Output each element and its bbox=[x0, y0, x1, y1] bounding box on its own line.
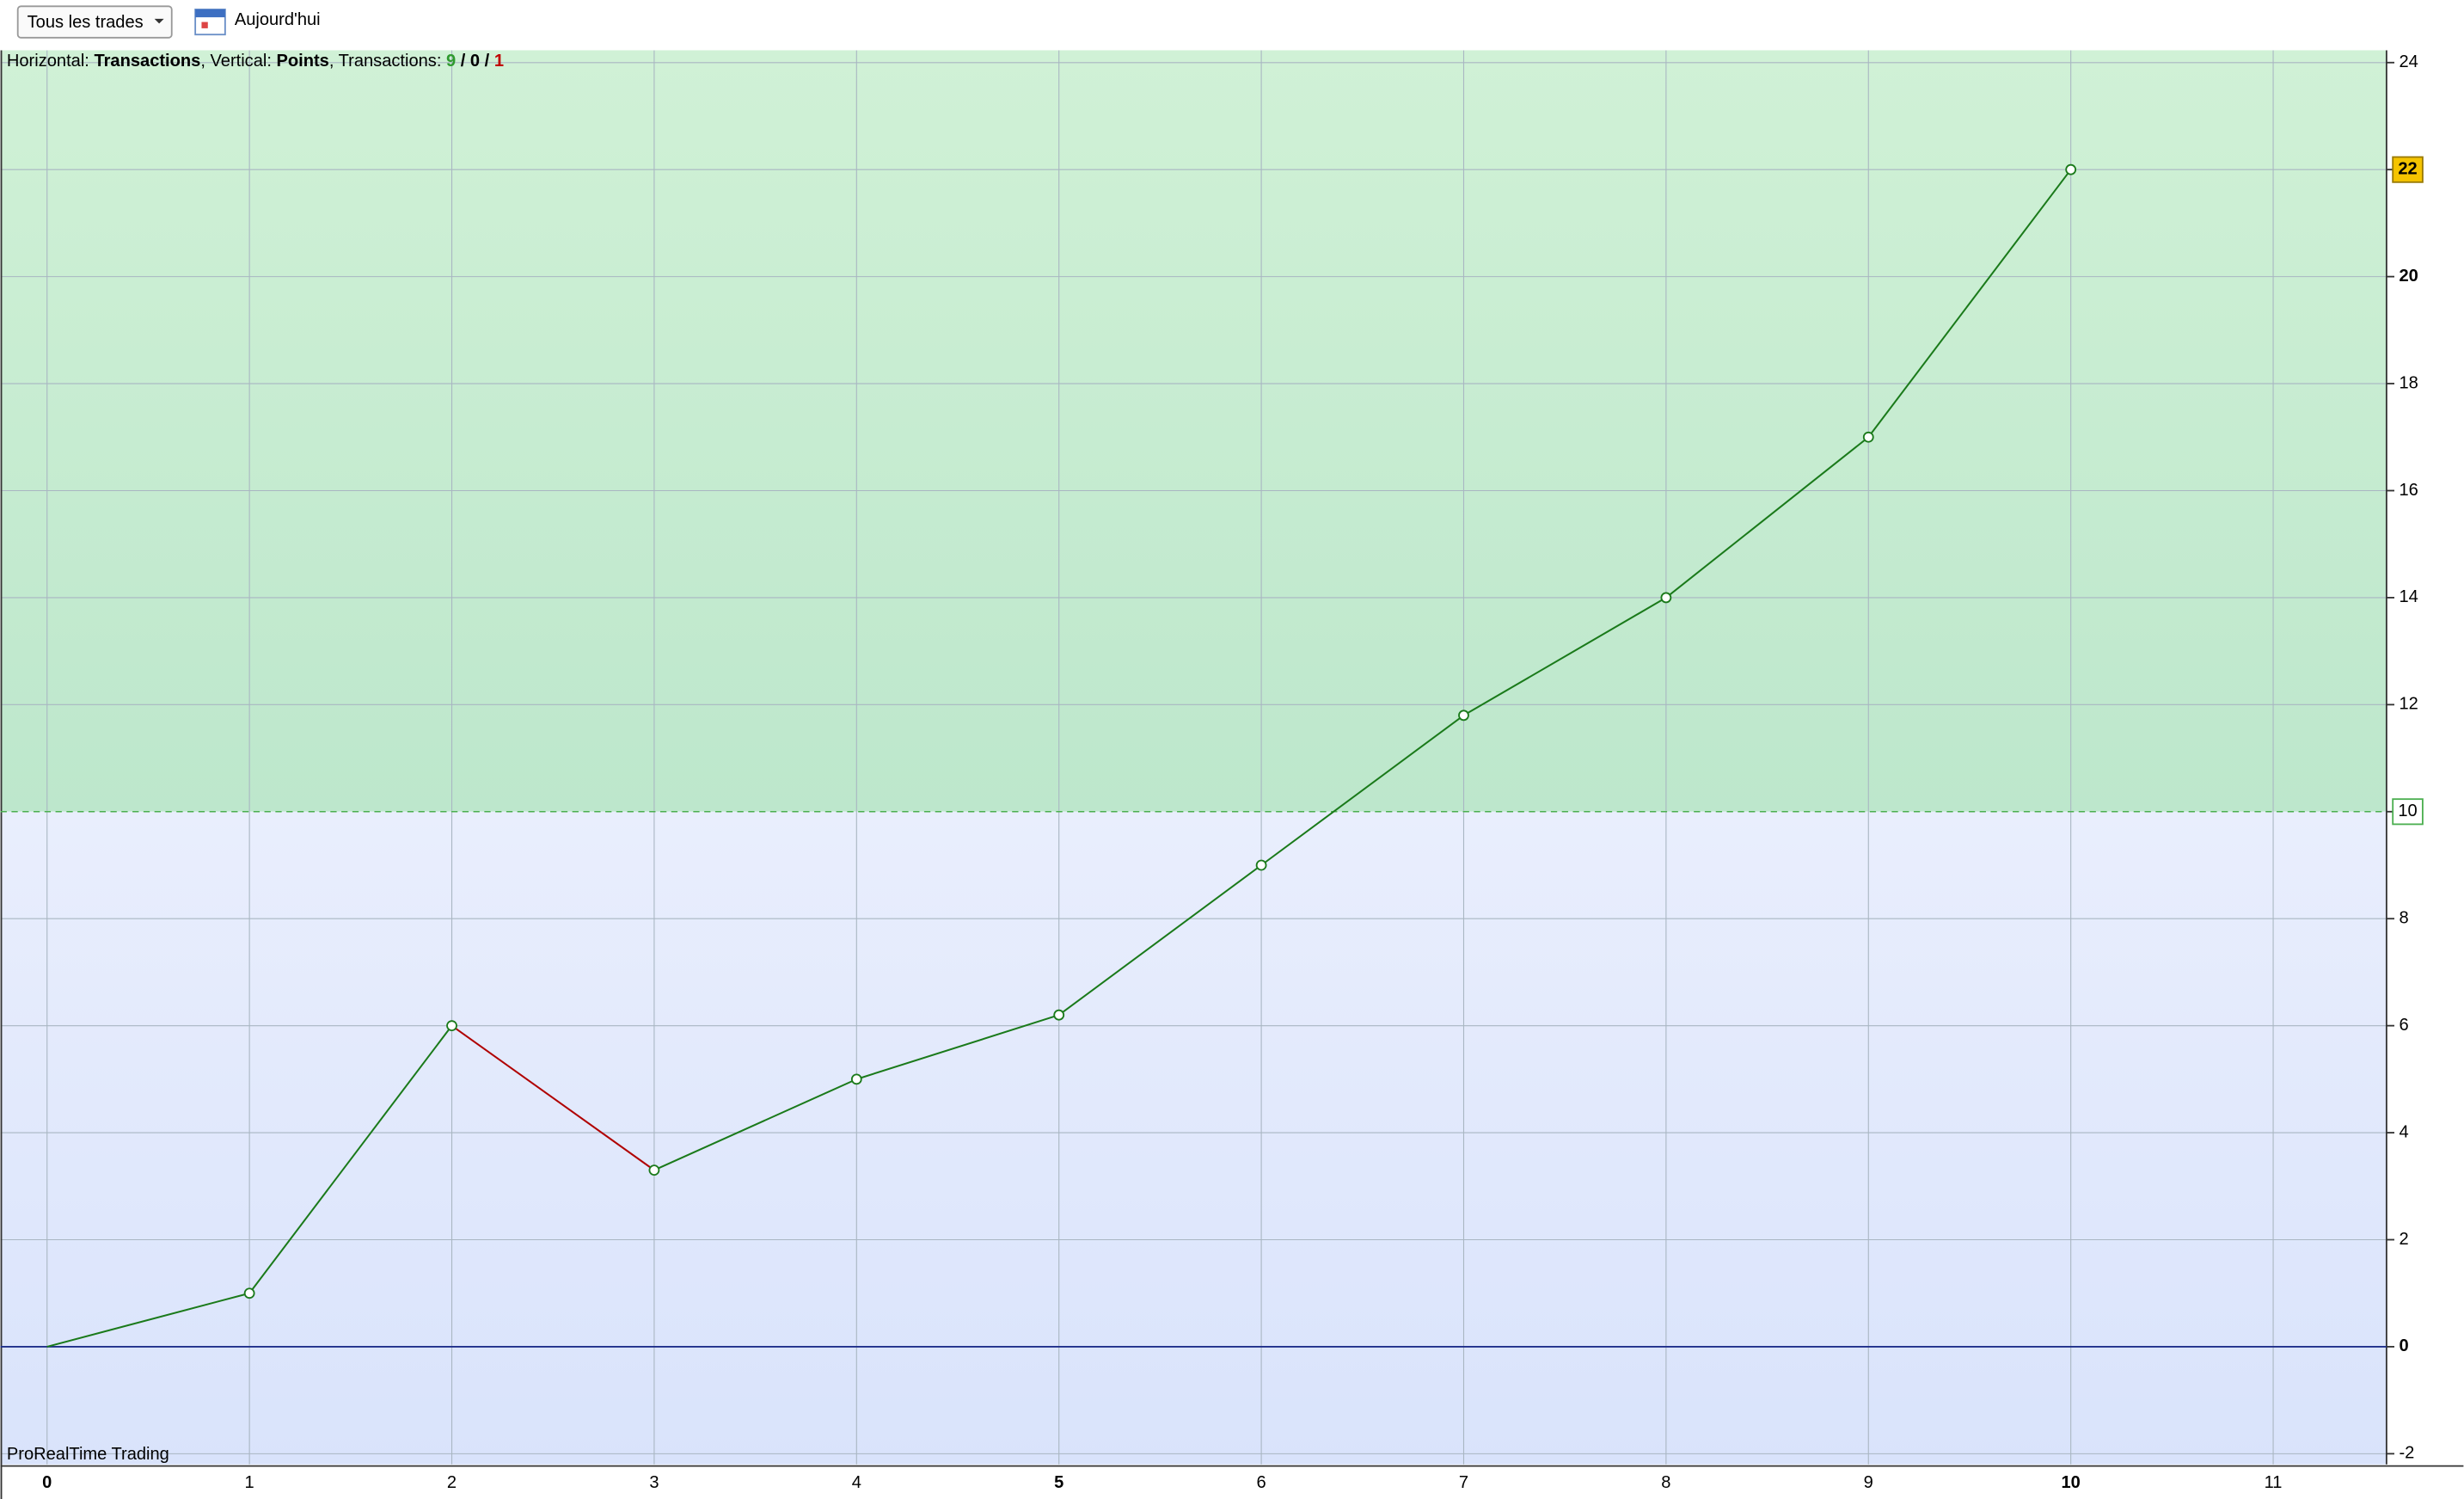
equity-segment bbox=[451, 1024, 655, 1171]
x-tick-label: 0 bbox=[42, 1473, 52, 1492]
point-marker bbox=[1862, 431, 1874, 443]
y-tick-label: 24 bbox=[2399, 52, 2418, 71]
y-tick-label: 8 bbox=[2399, 909, 2408, 928]
period-label[interactable]: Aujourd'hui bbox=[235, 10, 321, 29]
point-marker bbox=[850, 1073, 862, 1085]
info-separator: / bbox=[480, 52, 494, 71]
x-tick-label: 10 bbox=[2061, 1473, 2080, 1492]
point-marker bbox=[2065, 163, 2077, 175]
point-marker bbox=[243, 1287, 255, 1299]
x-tick-label: 2 bbox=[447, 1473, 457, 1492]
x-tick-label: 4 bbox=[852, 1473, 861, 1492]
x-tick-label: 7 bbox=[1459, 1473, 1468, 1492]
point-marker bbox=[446, 1020, 457, 1032]
dropdown-arrow bbox=[154, 18, 164, 24]
equity-segment bbox=[46, 1292, 250, 1348]
x-tick-label: 8 bbox=[1661, 1473, 1670, 1492]
x-tick-label: 5 bbox=[1054, 1473, 1063, 1492]
filter-label: Tous les trades bbox=[28, 13, 144, 32]
point-marker bbox=[1458, 710, 1469, 722]
y-tick-label: 4 bbox=[2399, 1122, 2408, 1141]
y-tick-label: -2 bbox=[2399, 1444, 2414, 1463]
filter-dropdown[interactable] bbox=[16, 5, 173, 39]
equity-segment bbox=[856, 1014, 1060, 1080]
info-even: 0 bbox=[470, 52, 480, 71]
y-tick-label: 18 bbox=[2399, 373, 2418, 392]
y-tick-label: 20 bbox=[2399, 267, 2418, 286]
last-value-label: 22 bbox=[2398, 160, 2417, 179]
equity-segment bbox=[248, 1025, 453, 1294]
last-value-badge bbox=[2392, 156, 2424, 183]
y-tick-label: 2 bbox=[2399, 1230, 2408, 1249]
x-tick-label: 9 bbox=[1864, 1473, 1873, 1492]
point-marker bbox=[1660, 592, 1672, 604]
y-tick-label: 0 bbox=[2399, 1336, 2408, 1355]
threshold-badge bbox=[2392, 798, 2424, 826]
x-tick-label: 11 bbox=[2265, 1473, 2283, 1492]
info-horizontal: Horizontal: bbox=[7, 52, 95, 71]
point-marker bbox=[1255, 859, 1267, 871]
toolbar: Tous les trades Aujourd'hui bbox=[16, 5, 321, 39]
threshold-label: 10 bbox=[2398, 802, 2417, 820]
info-transactions: , Transactions: bbox=[329, 52, 446, 71]
equity-segment bbox=[1058, 864, 1262, 1017]
point-marker bbox=[648, 1164, 660, 1176]
equity-segment bbox=[1462, 597, 1667, 716]
y-tick-label: 6 bbox=[2399, 1016, 2408, 1035]
base-zone bbox=[0, 811, 2387, 1465]
y-tick-label: 14 bbox=[2399, 587, 2418, 606]
y-tick-label: 16 bbox=[2399, 481, 2418, 500]
info-wins: 9 bbox=[446, 52, 456, 71]
equity-segment bbox=[1665, 436, 1869, 599]
plot-area bbox=[0, 50, 2387, 1465]
info-x-label: Transactions bbox=[94, 52, 200, 71]
info-losses: 1 bbox=[494, 52, 504, 71]
profit-zone bbox=[0, 50, 2387, 812]
equity-segment bbox=[1260, 714, 1465, 866]
equity-segment bbox=[1867, 169, 2072, 438]
equity-segment bbox=[653, 1078, 857, 1171]
x-tick-label: 6 bbox=[1257, 1473, 1266, 1492]
point-marker bbox=[1053, 1009, 1065, 1021]
info-separator: / bbox=[456, 52, 470, 71]
info-y-label: Points bbox=[276, 52, 328, 71]
y-tick-label: 12 bbox=[2399, 695, 2418, 714]
info-line: Horizontal: Transactions, Vertical: Poin… bbox=[7, 52, 504, 71]
info-vertical: , Vertical: bbox=[200, 52, 276, 71]
x-tick-label: 1 bbox=[245, 1473, 254, 1492]
watermark: ProRealTime Trading bbox=[7, 1445, 169, 1464]
calendar-icon[interactable] bbox=[194, 9, 226, 36]
x-tick-label: 3 bbox=[649, 1473, 659, 1492]
